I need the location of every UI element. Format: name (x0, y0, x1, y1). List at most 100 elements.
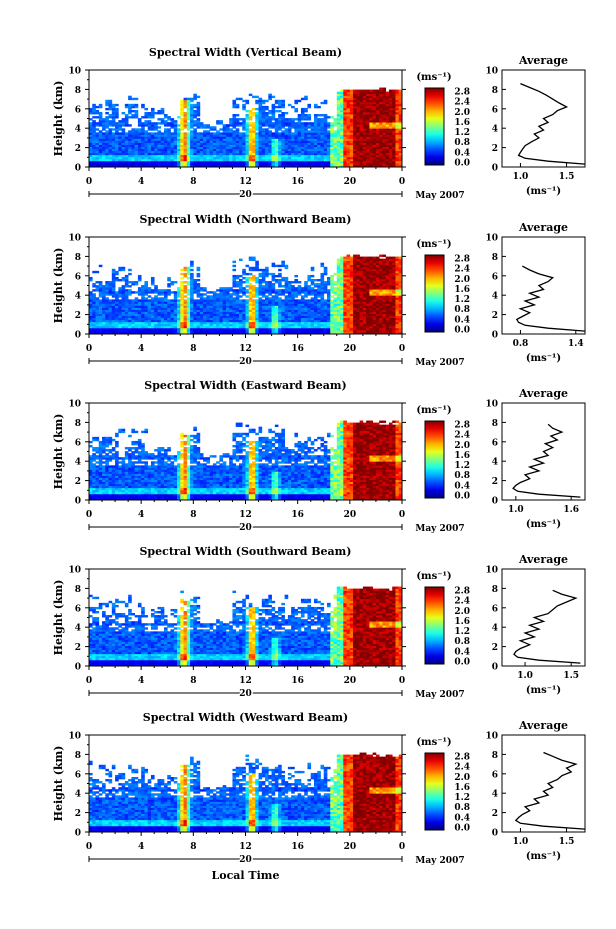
heat-cell (398, 128, 403, 131)
heat-cell (356, 254, 360, 257)
heat-cell (102, 118, 106, 121)
heat-cell (147, 144, 152, 147)
heat-cell (105, 164, 109, 168)
heat-cell (190, 99, 194, 103)
heat-cell (356, 118, 360, 121)
heat-cell (102, 142, 106, 145)
heat-cell (343, 287, 347, 290)
heat-cell (268, 311, 272, 314)
heat-cell (353, 276, 357, 280)
heat-cell (131, 329, 135, 333)
heat-cell (245, 134, 250, 137)
heat-cell (124, 136, 129, 139)
heat-cell (356, 313, 360, 317)
heat-cell (141, 164, 145, 168)
heat-cell (274, 124, 279, 127)
heat-cell (173, 321, 178, 325)
heat-cell (336, 279, 341, 282)
heat-cell (330, 331, 334, 335)
heat-cell (356, 148, 360, 152)
heat-cell (359, 327, 364, 331)
heat-cell (124, 142, 129, 145)
heat-cell (160, 305, 165, 308)
heat-cell (385, 146, 390, 150)
heat-cell (157, 307, 162, 310)
heat-cell (154, 327, 158, 331)
heat-cell (232, 105, 237, 109)
heat-cell (294, 107, 299, 111)
heat-cell (297, 152, 302, 156)
heat-cell (333, 146, 338, 150)
heat-cell (134, 325, 139, 329)
heat-cell (92, 295, 96, 298)
heat-cell (134, 315, 139, 319)
heat-cell (372, 164, 377, 168)
heat-cell (128, 146, 132, 150)
heat-cell (294, 323, 299, 327)
heat-cell (105, 329, 109, 333)
heat-cell (105, 283, 109, 286)
heat-cell (154, 305, 158, 308)
heat-cell (372, 160, 377, 164)
heat-cell (340, 329, 344, 333)
heat-cell (144, 114, 149, 117)
heat-cell (265, 297, 269, 300)
heat-cell (160, 136, 165, 139)
heat-cell (89, 331, 93, 335)
heat-cell (252, 317, 256, 321)
heat-cell (95, 164, 100, 168)
heat-cell (356, 262, 360, 266)
heat-cell (385, 95, 390, 99)
heat-cell (124, 140, 129, 143)
heat-cell (258, 136, 263, 139)
heat-cell (186, 132, 191, 135)
heat-cell (118, 164, 122, 168)
heat-cell (154, 134, 158, 137)
heat-cell (209, 162, 214, 166)
heat-cell (294, 144, 299, 147)
heat-cell (111, 103, 116, 107)
heat-cell (278, 293, 282, 296)
heat-cell (144, 150, 149, 154)
heat-cell (307, 285, 312, 288)
heat-cell (258, 281, 263, 284)
heat-cell (160, 140, 165, 143)
heat-cell (199, 303, 204, 306)
heat-cell (359, 146, 364, 150)
colorbar-unit: (ms⁻¹) (416, 72, 451, 83)
heat-cell (177, 295, 181, 298)
heat-cell (225, 291, 230, 294)
heat-cell (150, 317, 155, 321)
heat-cell (163, 299, 168, 302)
heat-cell (327, 315, 331, 319)
heat-cell (294, 160, 299, 164)
heat-cell (291, 156, 295, 160)
heat-cell (163, 158, 168, 162)
heat-cell (268, 303, 272, 306)
heat-cell (349, 303, 354, 306)
heat-cell (281, 103, 285, 107)
heat-cell (124, 276, 129, 280)
heat-cell (131, 315, 135, 319)
heat-cell (196, 295, 201, 298)
heat-cell (232, 279, 237, 282)
heat-cell (395, 148, 400, 152)
heat-cell (284, 319, 289, 323)
heat-cell (362, 154, 367, 158)
heat-cell (369, 97, 374, 101)
heat-cell (304, 287, 308, 290)
heat-cell (307, 156, 312, 160)
heat-cell (392, 142, 396, 145)
heat-cell (98, 120, 103, 123)
heat-cell (144, 120, 149, 123)
heat-cell (356, 146, 360, 150)
date-label: 20 (239, 190, 252, 200)
heat-cell (245, 309, 250, 312)
heat-cell (379, 154, 383, 158)
heat-cell (362, 116, 367, 119)
heat-cell (154, 112, 158, 115)
heat-cell (124, 132, 129, 135)
heat-cell (95, 311, 100, 314)
heat-cell (108, 281, 113, 284)
heat-cell (209, 158, 214, 162)
